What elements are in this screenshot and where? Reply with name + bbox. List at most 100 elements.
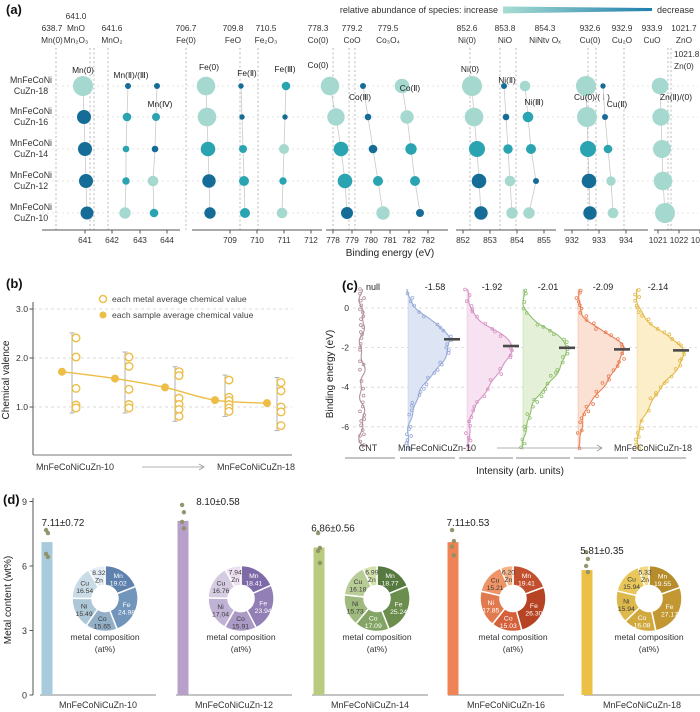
scatter-point [616, 337, 620, 341]
axis-tick-label: 932 [565, 235, 579, 245]
bubble [279, 144, 289, 154]
pie-slice-value: 24.98 [118, 609, 135, 616]
scatter-point [535, 400, 539, 404]
metal-value-point [71, 352, 81, 362]
pie-caption: metal composition [614, 632, 683, 642]
legend-open-marker [98, 294, 108, 304]
scatter-point [640, 313, 644, 318]
scatter-point [470, 307, 475, 312]
pie-slice-value: 16.54 [76, 588, 93, 595]
distribution-line [577, 289, 625, 449]
scatter-point [607, 377, 611, 382]
metal-value-point [276, 377, 286, 387]
scatter-point [407, 427, 411, 432]
arrow-head [596, 444, 603, 452]
scatter-point [362, 443, 366, 447]
reference-label: Mn₂O₃ [64, 35, 89, 45]
scatter-point [523, 428, 527, 432]
scatter-point [522, 300, 527, 304]
scatter-point [622, 357, 626, 361]
bubble [651, 77, 669, 95]
scatter-point [358, 307, 362, 312]
scatter-point [362, 432, 366, 437]
metal-value-point [71, 403, 81, 413]
pie-slice [224, 564, 242, 589]
species-label: Mn(Ⅱ)/(Ⅲ) [113, 70, 148, 80]
axis-tick-label: 782 [402, 235, 416, 245]
axis-tick-label: 778 [326, 235, 340, 245]
axis-tick-label: 782 [421, 235, 435, 245]
scatter-point [361, 325, 366, 329]
peak-value-label: -1.58 [425, 282, 446, 292]
axis-tick-label: 643 [133, 235, 147, 245]
bubble [154, 83, 160, 89]
scatter-point [468, 424, 472, 428]
scatter-point [633, 292, 637, 297]
scatter-point [665, 379, 669, 384]
pie-slice-value: 16.08 [634, 622, 651, 629]
sample-row-label: CuZn-14 [14, 149, 48, 159]
scatter-point [521, 306, 526, 311]
species-label: Zn(Ⅱ)/(0) [660, 92, 692, 102]
reference-label: 706.7 [176, 23, 197, 33]
scatter-point [551, 332, 556, 336]
reference-label: 853.8 [495, 23, 516, 33]
scatter-point [679, 343, 683, 348]
pie-caption: metal composition [342, 632, 411, 642]
y-tick-label: 2.0 [16, 353, 28, 363]
bubble [276, 207, 288, 219]
scatter-point [637, 446, 642, 451]
pie-slice-value: Zn [231, 577, 239, 584]
axis-tick-label: 1023 [691, 235, 700, 245]
pie-slice-label: Fe [123, 602, 131, 609]
scatter-point [467, 419, 471, 424]
bubble [600, 83, 606, 89]
bubble [333, 141, 349, 157]
reference-label: Cu(0) [580, 35, 601, 45]
scatter-point [359, 298, 363, 303]
bubble [122, 145, 130, 153]
scatter-point [600, 381, 605, 385]
peak-value-label: null [366, 282, 380, 292]
y-tick-label: 6 [22, 562, 27, 572]
pie-slice-label: Ni [217, 604, 224, 611]
scatter-point [578, 310, 583, 315]
reference-label: 1021.8 [674, 49, 700, 59]
axis-tick-label: 710 [250, 235, 264, 245]
scatter-point [358, 434, 362, 438]
scatter-point [532, 397, 536, 402]
bubble [652, 108, 670, 126]
axis-tick-label: 779 [345, 235, 359, 245]
bubble [147, 175, 159, 187]
scatter-point [603, 330, 608, 335]
scatter-point [619, 342, 624, 346]
scatter-point [523, 288, 528, 293]
bubble [337, 173, 353, 189]
scatter-point [361, 310, 365, 315]
scatter-point [648, 396, 653, 401]
pie-slice-label: Fe [530, 603, 538, 610]
distribution-fill [467, 289, 513, 451]
bubble [603, 144, 613, 154]
scatter-point [545, 381, 550, 386]
scatter-point [432, 371, 437, 375]
scatter-point [582, 412, 587, 417]
pie-slice-value: 18.77 [382, 580, 399, 587]
scatter-point [634, 442, 638, 447]
bubble [200, 141, 216, 157]
abundance-gradient-bar [503, 6, 652, 14]
sample-row-label: MnFeCoNi [10, 75, 52, 85]
scatter-point [417, 310, 421, 314]
bubble [522, 111, 534, 123]
scatter-point [584, 314, 589, 318]
pie-slice-label: Co [504, 616, 513, 623]
bubble [239, 176, 249, 186]
scatter-point [548, 328, 552, 333]
scatter-point [483, 321, 488, 326]
scatter-point [464, 299, 469, 304]
replicate-dot [181, 510, 187, 515]
replicate-dot [449, 527, 455, 533]
pie-slice-value: 25.24 [390, 609, 407, 616]
reference-label: 854.3 [535, 23, 556, 33]
y-tick-label: 0 [22, 691, 27, 701]
